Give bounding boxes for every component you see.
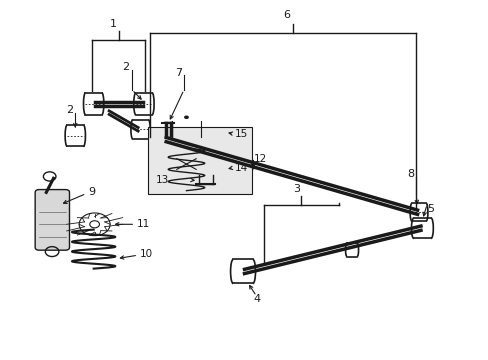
Text: 4: 4 <box>252 294 260 304</box>
Text: 7: 7 <box>174 68 182 78</box>
Circle shape <box>165 136 170 140</box>
Text: 6: 6 <box>283 10 290 20</box>
Text: 11: 11 <box>137 219 150 229</box>
Text: 14: 14 <box>234 163 247 172</box>
Text: 15: 15 <box>234 129 247 139</box>
Text: 12: 12 <box>254 154 267 164</box>
Text: 8: 8 <box>406 169 413 179</box>
Text: 1: 1 <box>109 19 116 29</box>
Text: 10: 10 <box>139 249 152 260</box>
Text: 9: 9 <box>88 188 95 197</box>
Text: 2: 2 <box>66 105 73 115</box>
FancyBboxPatch shape <box>147 127 251 194</box>
FancyBboxPatch shape <box>35 190 69 250</box>
Text: 3: 3 <box>292 184 299 194</box>
Text: 5: 5 <box>427 204 433 214</box>
Circle shape <box>183 116 188 119</box>
Text: 2: 2 <box>122 62 129 72</box>
Text: 13: 13 <box>156 175 169 185</box>
